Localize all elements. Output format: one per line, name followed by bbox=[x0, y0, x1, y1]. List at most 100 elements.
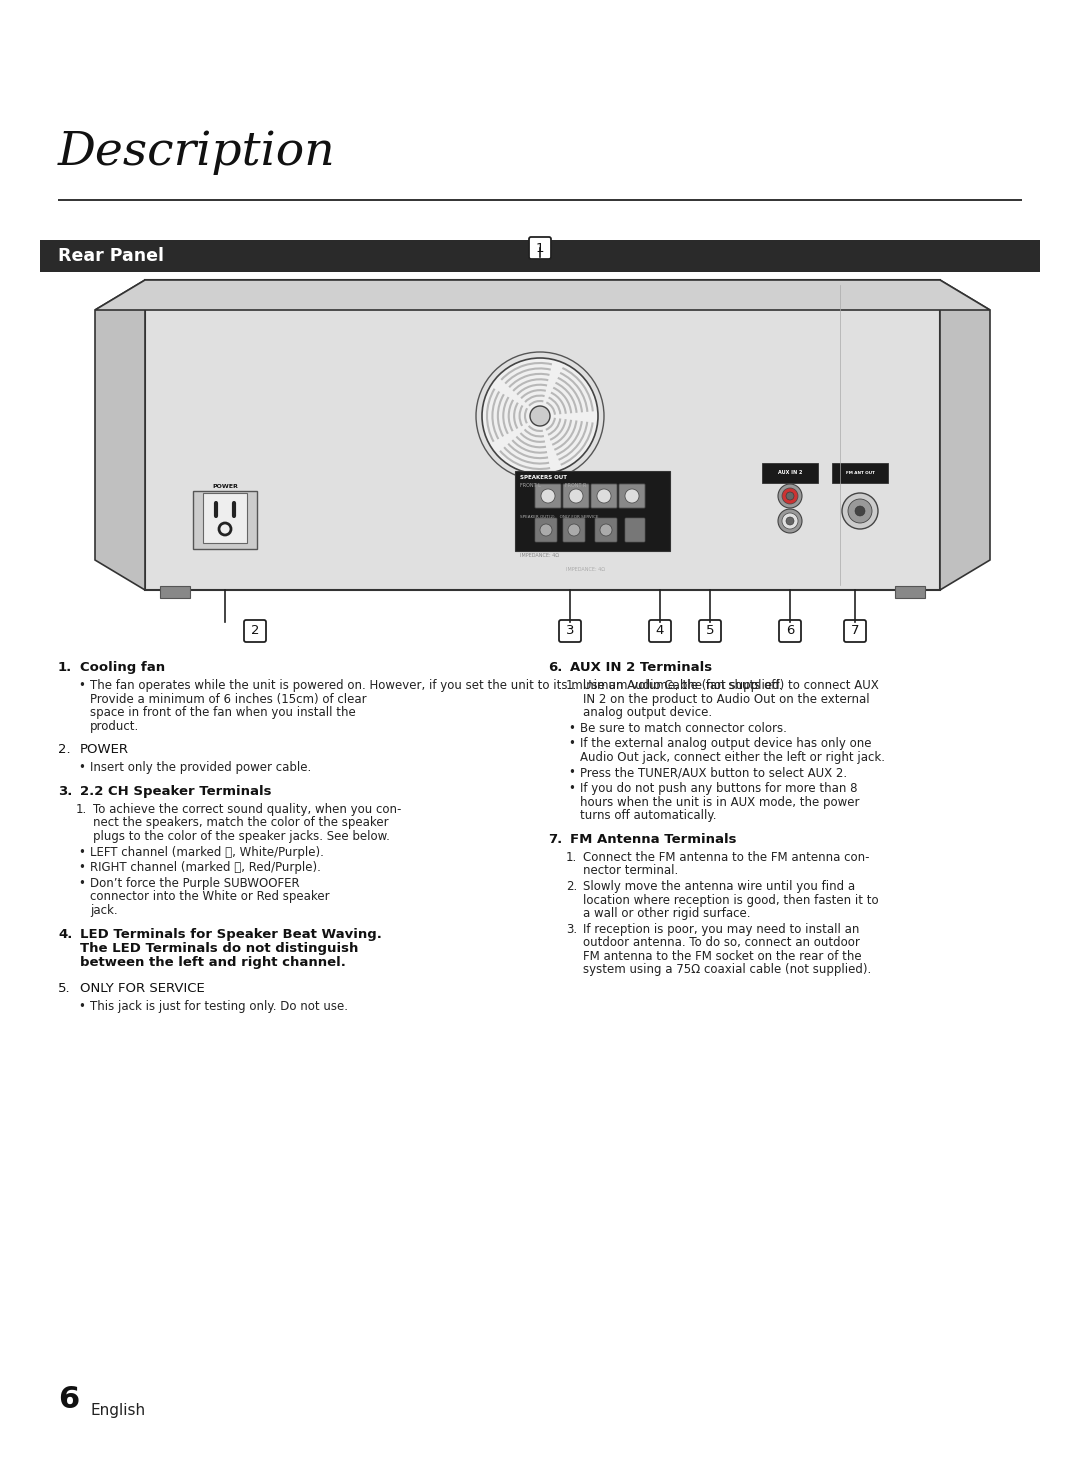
Text: •: • bbox=[568, 738, 575, 750]
Bar bbox=[145, 280, 940, 590]
Text: 5: 5 bbox=[705, 624, 714, 638]
Text: 5.: 5. bbox=[58, 982, 70, 995]
Text: •: • bbox=[78, 846, 85, 859]
Text: analog output device.: analog output device. bbox=[583, 706, 712, 719]
Text: Rear Panel: Rear Panel bbox=[58, 246, 164, 266]
Text: English: English bbox=[90, 1404, 145, 1418]
Text: If reception is poor, you may need to install an: If reception is poor, you may need to in… bbox=[583, 922, 860, 936]
Text: Cooling fan: Cooling fan bbox=[80, 661, 165, 675]
Text: SPEAKER OUT(2)    ONLY FOR SERVICE: SPEAKER OUT(2) ONLY FOR SERVICE bbox=[519, 515, 598, 520]
Circle shape bbox=[782, 489, 798, 503]
Circle shape bbox=[541, 489, 555, 503]
Text: 4.: 4. bbox=[58, 927, 72, 940]
Text: IN 2 on the product to Audio Out on the external: IN 2 on the product to Audio Out on the … bbox=[583, 692, 869, 706]
Text: •: • bbox=[78, 679, 85, 692]
Text: FM ANT OUT: FM ANT OUT bbox=[846, 471, 875, 475]
Text: 2.: 2. bbox=[58, 744, 70, 756]
Text: FRONT L                FRONT R: FRONT L FRONT R bbox=[519, 483, 586, 489]
Text: If the external analog output device has only one: If the external analog output device has… bbox=[580, 738, 872, 750]
Text: Audio Out jack, connect either the left or right jack.: Audio Out jack, connect either the left … bbox=[580, 751, 885, 765]
Text: AUX IN 2 Terminals: AUX IN 2 Terminals bbox=[570, 661, 712, 675]
Circle shape bbox=[530, 406, 550, 427]
Text: system using a 75Ω coaxial cable (not supplied).: system using a 75Ω coaxial cable (not su… bbox=[583, 964, 872, 977]
FancyBboxPatch shape bbox=[535, 518, 557, 542]
Text: Provide a minimum of 6 inches (15cm) of clear: Provide a minimum of 6 inches (15cm) of … bbox=[90, 692, 366, 706]
Text: space in front of the fan when you install the: space in front of the fan when you insta… bbox=[90, 706, 355, 719]
Bar bbox=[762, 463, 818, 483]
Circle shape bbox=[625, 489, 639, 503]
Text: 3.: 3. bbox=[58, 785, 72, 799]
Circle shape bbox=[600, 524, 612, 536]
FancyBboxPatch shape bbox=[244, 620, 266, 642]
Text: 2.2 CH Speaker Terminals: 2.2 CH Speaker Terminals bbox=[80, 785, 271, 799]
Text: 1.: 1. bbox=[58, 661, 72, 675]
Text: •: • bbox=[78, 999, 85, 1013]
Text: turns off automatically.: turns off automatically. bbox=[580, 809, 716, 822]
Circle shape bbox=[482, 359, 598, 474]
Text: IMPEDANCE: 4Ω: IMPEDANCE: 4Ω bbox=[519, 554, 559, 558]
Text: RIGHT channel (marked Ⓡ, Red/Purple).: RIGHT channel (marked Ⓡ, Red/Purple). bbox=[90, 861, 321, 874]
FancyBboxPatch shape bbox=[563, 484, 589, 508]
FancyBboxPatch shape bbox=[625, 518, 645, 542]
Circle shape bbox=[782, 514, 798, 528]
Polygon shape bbox=[95, 280, 990, 310]
Circle shape bbox=[778, 509, 802, 533]
Text: •: • bbox=[568, 722, 575, 735]
Bar bbox=[203, 493, 247, 543]
Text: nect the speakers, match the color of the speaker: nect the speakers, match the color of th… bbox=[93, 816, 389, 830]
Text: 2.: 2. bbox=[566, 880, 577, 893]
Text: outdoor antenna. To do so, connect an outdoor: outdoor antenna. To do so, connect an ou… bbox=[583, 936, 860, 949]
Bar bbox=[895, 586, 924, 598]
Text: connector into the White or Red speaker: connector into the White or Red speaker bbox=[90, 890, 329, 903]
FancyBboxPatch shape bbox=[779, 620, 801, 642]
Text: If you do not push any buttons for more than 8: If you do not push any buttons for more … bbox=[580, 782, 858, 796]
Text: LED Terminals for Speaker Beat Waving.: LED Terminals for Speaker Beat Waving. bbox=[80, 927, 382, 940]
Text: POWER: POWER bbox=[80, 744, 129, 756]
Bar bbox=[40, 241, 1040, 272]
FancyBboxPatch shape bbox=[595, 518, 617, 542]
Circle shape bbox=[476, 351, 604, 480]
Bar bbox=[832, 463, 888, 483]
Circle shape bbox=[786, 517, 794, 525]
FancyBboxPatch shape bbox=[843, 620, 866, 642]
Text: 2: 2 bbox=[251, 624, 259, 638]
Circle shape bbox=[786, 492, 794, 500]
Text: plugs to the color of the speaker jacks. See below.: plugs to the color of the speaker jacks.… bbox=[93, 830, 390, 843]
Text: Don’t force the Purple SUBWOOFER: Don’t force the Purple SUBWOOFER bbox=[90, 877, 299, 890]
Text: Description: Description bbox=[58, 130, 336, 176]
Text: 7: 7 bbox=[851, 624, 860, 638]
Text: Connect the FM antenna to the FM antenna con-: Connect the FM antenna to the FM antenna… bbox=[583, 850, 869, 863]
FancyBboxPatch shape bbox=[699, 620, 721, 642]
Text: To achieve the correct sound quality, when you con-: To achieve the correct sound quality, wh… bbox=[93, 803, 402, 816]
Circle shape bbox=[597, 489, 611, 503]
Bar bbox=[160, 586, 190, 598]
Text: FM Antenna Terminals: FM Antenna Terminals bbox=[570, 832, 737, 846]
Text: •: • bbox=[78, 877, 85, 890]
Text: LEFT channel (marked Ⓛ, White/Purple).: LEFT channel (marked Ⓛ, White/Purple). bbox=[90, 846, 324, 859]
Text: The fan operates while the unit is powered on. However, if you set the unit to i: The fan operates while the unit is power… bbox=[90, 679, 782, 692]
Circle shape bbox=[855, 506, 865, 517]
Polygon shape bbox=[940, 280, 990, 590]
FancyBboxPatch shape bbox=[559, 620, 581, 642]
Text: location where reception is good, then fasten it to: location where reception is good, then f… bbox=[583, 893, 879, 906]
Text: jack.: jack. bbox=[90, 903, 118, 917]
FancyBboxPatch shape bbox=[529, 238, 551, 258]
Text: 7.: 7. bbox=[548, 832, 563, 846]
Text: 6: 6 bbox=[786, 624, 794, 638]
Circle shape bbox=[848, 499, 872, 523]
Text: IMPEDANCE: 4Ω: IMPEDANCE: 4Ω bbox=[566, 567, 605, 573]
FancyBboxPatch shape bbox=[535, 484, 561, 508]
Text: 4: 4 bbox=[656, 624, 664, 638]
Text: ONLY FOR SERVICE: ONLY FOR SERVICE bbox=[80, 982, 205, 995]
Text: Press the TUNER/AUX button to select AUX 2.: Press the TUNER/AUX button to select AUX… bbox=[580, 766, 847, 779]
Text: POWER: POWER bbox=[212, 484, 238, 489]
Text: hours when the unit is in AUX mode, the power: hours when the unit is in AUX mode, the … bbox=[580, 796, 860, 809]
Text: •: • bbox=[78, 861, 85, 874]
Text: The LED Terminals do not distinguish: The LED Terminals do not distinguish bbox=[80, 942, 359, 955]
Text: •: • bbox=[568, 766, 575, 779]
Text: 6: 6 bbox=[58, 1384, 79, 1414]
Text: Be sure to match connector colors.: Be sure to match connector colors. bbox=[580, 722, 787, 735]
Circle shape bbox=[540, 524, 552, 536]
Text: Slowly move the antenna wire until you find a: Slowly move the antenna wire until you f… bbox=[583, 880, 855, 893]
Bar bbox=[193, 492, 257, 549]
